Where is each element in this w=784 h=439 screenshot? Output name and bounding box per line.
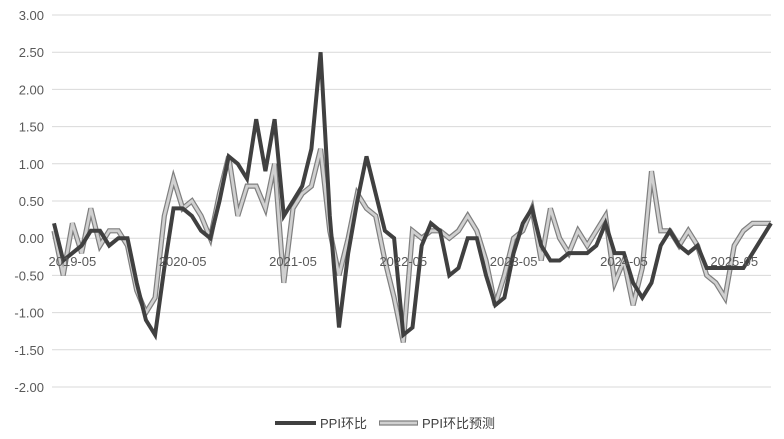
y-tick-label: 3.00 (19, 8, 44, 23)
series-line (52, 148, 771, 343)
series-line (52, 52, 773, 341)
y-tick-label: -2.00 (14, 380, 44, 395)
series-ppi-mom (52, 52, 773, 341)
y-tick-label: 1.00 (19, 157, 44, 172)
y-tick-label: -0.50 (14, 268, 44, 283)
series-ppi-mom-forecast (51, 148, 771, 343)
y-tick-label: 2.50 (19, 45, 44, 60)
legend-label: PPI环比 (320, 416, 367, 431)
x-tick-label: 2022-05 (379, 254, 427, 269)
series-lines (51, 52, 773, 343)
y-tick-label: -1.50 (14, 343, 44, 358)
y-tick-label: 0.50 (19, 194, 44, 209)
legend: PPI环比 PPI环比预测 (275, 416, 495, 431)
y-tick-label: 1.50 (19, 120, 44, 135)
y-axis-tick-labels: 3.00 2.50 2.00 1.50 1.00 0.50 0.00 -0.50 -1.00 -1… (14, 8, 44, 395)
legend-entry-ppi-mom-forecast: PPI环比预测 (379, 416, 495, 431)
x-axis-tick-labels: 2019-05 2020-05 2021-05 2022-05 2023-05 2024-… (49, 254, 759, 269)
gridlines (52, 14, 771, 388)
x-tick-label: 2024-05 (600, 254, 648, 269)
y-tick-label: 0.00 (19, 231, 44, 246)
y-tick-label: 2.00 (19, 82, 44, 97)
x-tick-label: 2019-05 (49, 254, 97, 269)
x-tick-label: 2021-05 (269, 254, 317, 269)
x-tick-label: 2023-05 (490, 254, 538, 269)
x-tick-label: 2020-05 (159, 254, 207, 269)
legend-entry-ppi-mom: PPI环比 (275, 416, 367, 431)
y-tick-label: -1.00 (14, 306, 44, 321)
legend-label: PPI环比预测 (422, 416, 495, 431)
x-tick-label: 2025-05 (710, 254, 758, 269)
